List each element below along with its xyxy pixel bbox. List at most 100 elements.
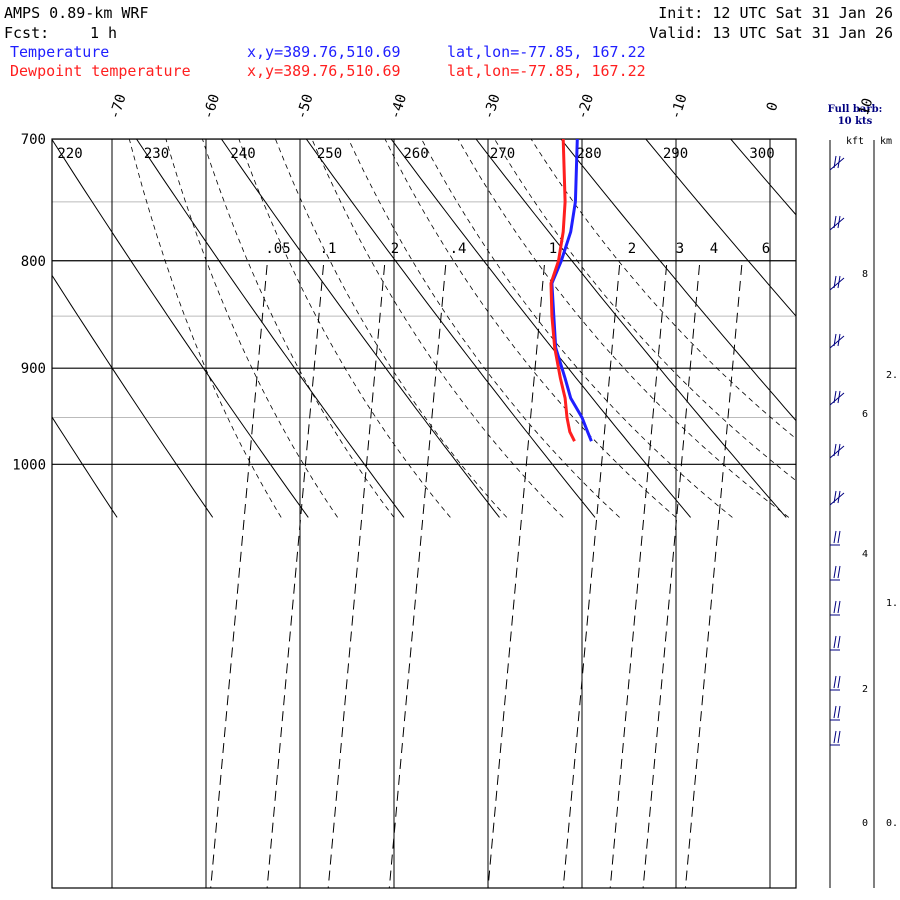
dry-adiabat-label: 290 (663, 146, 688, 162)
wind-barb (829, 275, 845, 291)
dry-adiabat (560, 139, 796, 422)
moist-adiabat (311, 139, 564, 518)
temperature-xy: x,y=389.76,510.69 (247, 43, 401, 61)
dry-adiabat-label: 250 (317, 146, 342, 162)
km-tick-label: 1. (886, 598, 898, 609)
moist-adiabat (201, 139, 395, 518)
kft-tick-label: 2 (862, 684, 868, 695)
kft-tick-label: 4 (862, 549, 868, 560)
temperature-series-name: Temperature (10, 43, 109, 61)
dry-adiabat (52, 139, 309, 518)
mixing-ratio-line (266, 264, 324, 888)
init-time: Init: 12 UTC Sat 31 Jan 26 (658, 4, 893, 22)
dry-adiabat (135, 139, 405, 518)
dry-adiabat (52, 416, 118, 518)
dry-adiabat (305, 139, 596, 518)
mixing-ratio-line (388, 264, 447, 888)
wind-barb (830, 530, 841, 546)
barb-legend-line2: 10 kts (838, 116, 873, 127)
wind-barb (829, 333, 845, 349)
mixing-ratio-line (210, 264, 268, 888)
dry-adiabat (220, 139, 500, 518)
forecast-label: Fcst: (4, 24, 49, 42)
dry-adiabat (722, 0, 900, 517)
moist-adiabat (494, 139, 796, 482)
moist-adiabat (128, 139, 282, 518)
profile-series (549, 139, 593, 442)
dry-adiabat-label: 260 (403, 146, 428, 162)
kft-tick-label: 6 (862, 409, 868, 420)
wind-barb (830, 705, 841, 721)
dry-adiabat-label: 300 (749, 146, 774, 162)
km-tick-label: 0. (886, 818, 898, 829)
moist-adiabat (238, 139, 451, 518)
dry-adiabat (475, 139, 787, 518)
moist-adiabat (384, 139, 677, 518)
dry-adiabat (642, 0, 900, 517)
mixing-ratio-line (327, 264, 386, 888)
pressure-tick-label: 700 (21, 132, 46, 148)
km-tick-label: 2. (886, 370, 898, 381)
moist-adiabat (274, 139, 508, 518)
valid-time: Valid: 13 UTC Sat 31 Jan 26 (649, 24, 893, 42)
mixing-ratio-label: 6 (762, 241, 770, 257)
mixing-ratio-label: .1 (320, 241, 337, 257)
isotherm-label: -50 (294, 92, 317, 121)
isotherm-label: -10 (668, 92, 691, 121)
dry-adiabat (390, 139, 691, 518)
kft-tick-label: 8 (862, 269, 868, 280)
isotherm-label: -30 (481, 92, 504, 121)
isotherm-label: 10 (856, 96, 876, 117)
dry-adiabat-label: 230 (144, 146, 169, 162)
wind-barb (829, 215, 845, 231)
dry-adiabat-label: 220 (57, 146, 82, 162)
dry-adiabat-label: 270 (490, 146, 515, 162)
pressure-tick-label: 900 (21, 361, 46, 377)
forecast-value: 1 h (90, 24, 117, 42)
isotherm-label: -60 (200, 92, 223, 121)
mixing-ratio-label: 2 (628, 241, 636, 257)
wind-barb (830, 565, 841, 581)
wind-barb (830, 675, 841, 691)
mixing-ratio-line (642, 264, 700, 888)
temperature-latlon: lat,lon=-77.85, 167.22 (447, 43, 646, 61)
mixing-ratio-line (609, 264, 668, 888)
dry-adiabat-label: 280 (576, 146, 601, 162)
isotherm-label: -20 (574, 92, 597, 121)
isotherm-label: 0 (764, 100, 782, 113)
wind-barb (829, 390, 845, 406)
model-title: AMPS 0.89-km WRF (4, 4, 149, 22)
wind-barb (829, 443, 845, 459)
wind-barb (829, 155, 845, 171)
mixing-ratio-line (487, 264, 545, 888)
dewpoint-xy: x,y=389.76,510.69 (247, 62, 401, 80)
mixing-ratio-label: 4 (710, 241, 718, 257)
plot-frame (51, 138, 797, 889)
pressure-tick-label: 1000 (12, 457, 46, 473)
dewpoint-latlon: lat,lon=-77.85, 167.22 (447, 62, 646, 80)
mixing-ratio-label: 3 (676, 241, 684, 257)
wind-barb-column: 0 2 4 6 8 0. 1. 2. (829, 140, 898, 888)
mixing-ratio-label: .4 (450, 241, 467, 257)
mixing-ratio-line (684, 264, 743, 888)
moist-adiabat (421, 139, 733, 518)
dewpoint-series-name: Dewpoint temperature (10, 62, 191, 80)
moist-adiabat (348, 139, 620, 518)
barb-legend-line1: Full barb: (828, 104, 883, 115)
pressure-tick-label: 800 (21, 254, 46, 270)
dry-adiabat-label: 240 (230, 146, 255, 162)
kft-tick-label: 0 (862, 818, 868, 829)
wind-barb (830, 600, 841, 616)
isotherm-label: -70 (107, 92, 130, 121)
isotherm-label: -40 (387, 92, 410, 121)
dry-adiabat (52, 274, 214, 518)
wind-barb (830, 635, 841, 651)
mixing-ratio-label: 2 (391, 241, 399, 257)
mixing-ratio-label: .05 (265, 241, 290, 257)
km-label: km (880, 136, 892, 147)
dry-adiabat (645, 139, 796, 317)
kft-label: kft (846, 136, 864, 147)
